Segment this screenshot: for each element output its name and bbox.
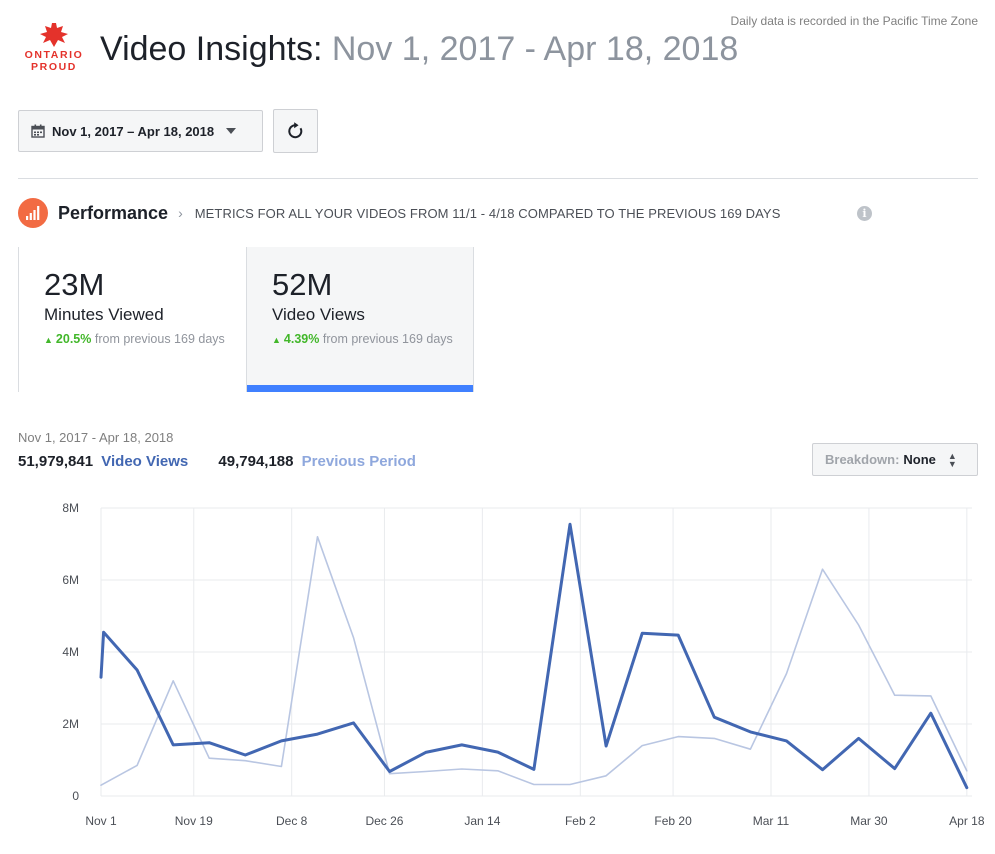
y-tick-label: 0 bbox=[72, 789, 79, 803]
calendar-icon bbox=[31, 124, 45, 138]
current-total: 51,979,841 bbox=[18, 453, 94, 470]
x-tick-label: Apr 18 bbox=[949, 814, 985, 828]
series-line-video-views[interactable] bbox=[99, 522, 969, 790]
y-axis: 0 2M 4M 6M 8M bbox=[62, 501, 79, 803]
metric-change-suffix: from previous 169 days bbox=[322, 332, 453, 346]
metric-value: 23M bbox=[44, 267, 105, 302]
sort-arrows-icon: ▲ ▼ bbox=[947, 450, 957, 469]
metric-change: ▲ 4.39% from previous 169 days bbox=[272, 329, 462, 350]
logo-line2: PROUD bbox=[31, 61, 77, 73]
metric-minutes-viewed[interactable]: 23M Minutes Viewed ▲ 20.5% from previous … bbox=[18, 247, 246, 392]
metric-label: Minutes Viewed bbox=[44, 305, 164, 324]
metric-video-views[interactable]: 52M Video Views ▲ 4.39% from previous 169… bbox=[246, 247, 474, 392]
x-tick-label: Jan 14 bbox=[464, 814, 500, 828]
x-tick-label: Dec 8 bbox=[276, 814, 308, 828]
x-tick-label: Nov 19 bbox=[175, 814, 213, 828]
metric-change-suffix: from previous 169 days bbox=[94, 332, 225, 346]
section-divider bbox=[18, 178, 978, 179]
ontario-proud-logo: ONTARIO PROUD bbox=[18, 22, 90, 76]
y-tick-label: 4M bbox=[62, 645, 79, 659]
bar-chart-icon bbox=[26, 206, 40, 220]
metric-change: ▲ 20.5% from previous 169 days bbox=[44, 329, 234, 350]
video-views-chart: 0 2M 4M 6M 8M Nov 1 Nov 19 Dec 8 Dec 26 Jan 14 Fe… bbox=[62, 501, 985, 828]
metric-value: 52M bbox=[272, 267, 333, 302]
logo-line1: ONTARIO bbox=[24, 49, 84, 61]
performance-header: Performance › METRICS FOR ALL YOUR VIDEO… bbox=[18, 198, 780, 228]
chart-date-range: Nov 1, 2017 - Apr 18, 2018 bbox=[18, 430, 174, 445]
series-line-previous-period[interactable] bbox=[100, 535, 968, 787]
previous-total: 49,794,188 bbox=[218, 453, 294, 470]
page-title: Video Insights: Nov 1, 2017 - Apr 18, 20… bbox=[100, 30, 738, 69]
metric-change-percent: 4.39% bbox=[283, 332, 320, 346]
x-tick-label: Feb 20 bbox=[654, 814, 692, 828]
arrow-up-icon: ▲ bbox=[44, 335, 53, 345]
performance-icon bbox=[18, 198, 48, 228]
refresh-icon bbox=[288, 122, 303, 139]
caret-down-icon bbox=[226, 128, 237, 134]
y-tick-label: 8M bbox=[62, 501, 79, 515]
x-tick-label: Nov 1 bbox=[85, 814, 117, 828]
trillium-icon bbox=[40, 23, 68, 47]
page-title-range: Nov 1, 2017 - Apr 18, 2018 bbox=[331, 29, 739, 68]
breakdown-key: Breakdown: bbox=[825, 452, 900, 467]
breakdown-value: None bbox=[903, 452, 936, 467]
chevron-right-icon: › bbox=[178, 205, 183, 221]
chart-totals: 51,979,841 Video Views 49,794,188 Previo… bbox=[18, 453, 416, 470]
x-tick-label: Mar 30 bbox=[850, 814, 888, 828]
current-series-label[interactable]: Video Views bbox=[101, 453, 189, 470]
x-axis: Nov 1 Nov 19 Dec 8 Dec 26 Jan 14 Feb 2 Feb 20 M… bbox=[85, 814, 985, 828]
page-header: ONTARIO PROUD Video Insights: Nov 1, 201… bbox=[18, 22, 738, 76]
y-tick-label: 2M bbox=[62, 717, 79, 731]
metric-change-percent: 20.5% bbox=[55, 332, 92, 346]
chart-series bbox=[99, 522, 969, 790]
x-tick-label: Feb 2 bbox=[565, 814, 596, 828]
y-tick-label: 6M bbox=[62, 573, 79, 587]
performance-title: Performance bbox=[58, 202, 169, 223]
breakdown-select[interactable]: Breakdown: None ▲ ▼ bbox=[812, 443, 978, 476]
metric-label: Video Views bbox=[272, 305, 365, 324]
date-range-label: Nov 1, 2017 – Apr 18, 2018 bbox=[52, 123, 215, 139]
timezone-note: Daily data is recorded in the Pacific Ti… bbox=[730, 14, 978, 28]
x-tick-label: Mar 11 bbox=[753, 814, 790, 828]
refresh-button[interactable] bbox=[273, 109, 318, 153]
page-title-label: Video Insights: bbox=[100, 29, 323, 68]
x-tick-label: Dec 26 bbox=[365, 814, 403, 828]
arrow-up-icon: ▲ bbox=[272, 335, 281, 345]
previous-series-label[interactable]: Previous Period bbox=[301, 453, 416, 470]
performance-subtitle: METRICS FOR ALL YOUR VIDEOS FROM 11/1 - … bbox=[194, 205, 781, 221]
date-range-picker[interactable]: Nov 1, 2017 – Apr 18, 2018 bbox=[18, 110, 263, 152]
selected-indicator bbox=[247, 385, 473, 392]
info-icon[interactable]: i bbox=[857, 206, 872, 221]
